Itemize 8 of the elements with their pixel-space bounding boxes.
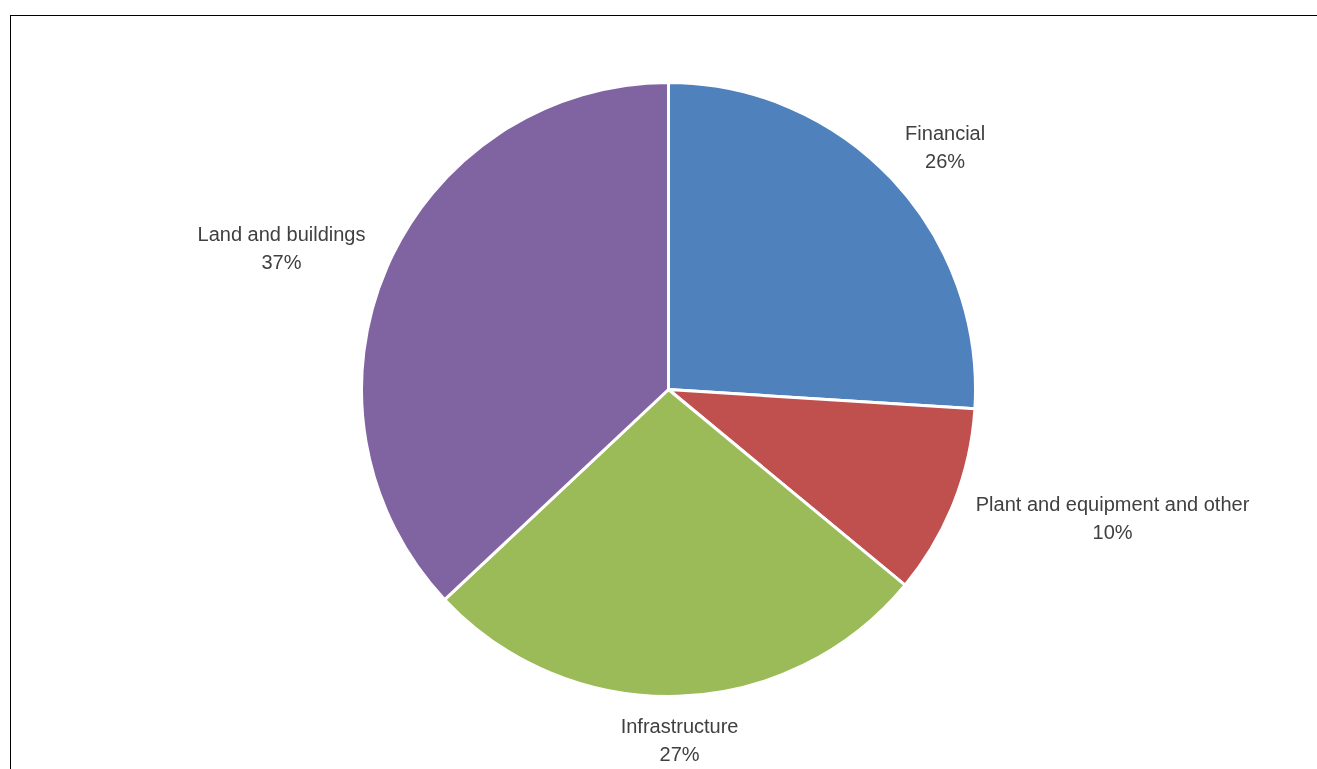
data-label: 37% bbox=[261, 251, 302, 274]
slice-label: Infrastructure bbox=[620, 714, 739, 737]
slice-label: Plant and equipment and other bbox=[975, 492, 1250, 515]
data-label: 27% bbox=[659, 742, 700, 765]
slice-label: Financial bbox=[905, 122, 986, 145]
data-label: 26% bbox=[925, 150, 966, 173]
data-label: 10% bbox=[1092, 520, 1133, 543]
slice-label: Land and buildings bbox=[197, 223, 366, 246]
